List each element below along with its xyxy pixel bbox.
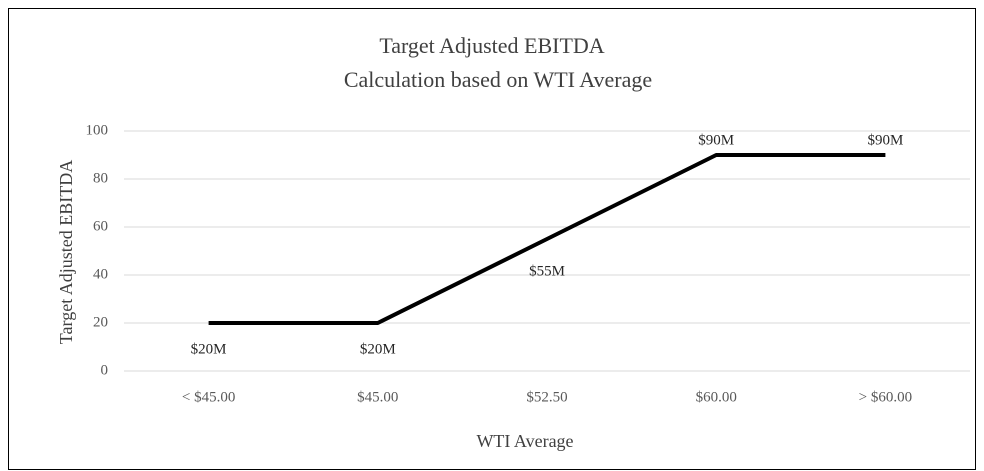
y-tick-label: 80 — [93, 170, 108, 186]
chart-subtitle: Calculation based on WTI Average — [344, 67, 652, 92]
y-tick-label: 0 — [101, 362, 109, 378]
x-tick-label: $45.00 — [357, 389, 398, 405]
data-line — [208, 153, 886, 325]
data-label: $90M — [867, 132, 903, 148]
y-tick-label: 100 — [86, 122, 109, 138]
y-tick-label: 40 — [93, 266, 108, 282]
x-tick-label: $52.50 — [526, 389, 567, 405]
x-tick-label: < $45.00 — [182, 389, 235, 405]
data-label: $55M — [529, 263, 565, 279]
y-axis-title: Target Adjusted EBITDA — [56, 160, 76, 344]
y-tick-label: 20 — [93, 314, 108, 330]
data-label: $20M — [360, 341, 396, 357]
x-axis-title: WTI Average — [476, 431, 573, 451]
y-tick-label: 60 — [93, 218, 108, 234]
chart-frame — [8, 8, 976, 470]
x-tick-label: > $60.00 — [859, 389, 912, 405]
chart-title: Target Adjusted EBITDA — [379, 33, 604, 58]
x-tick-label: $60.00 — [696, 389, 737, 405]
data-label: $90M — [698, 132, 734, 148]
data-label: $20M — [191, 341, 227, 357]
